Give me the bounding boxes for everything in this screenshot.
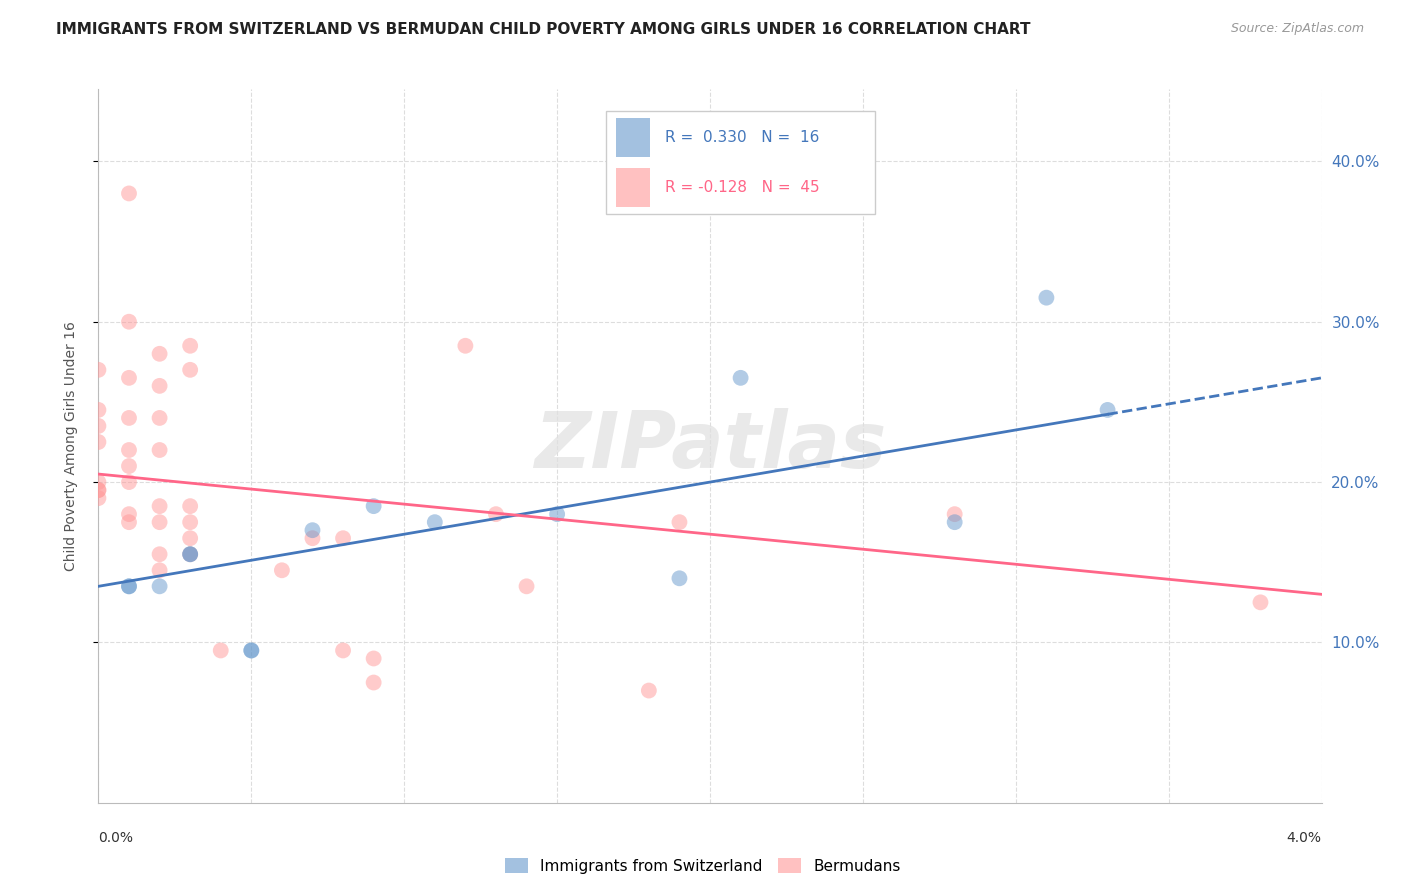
Text: R = -0.128   N =  45: R = -0.128 N = 45 (665, 180, 820, 194)
Point (240, 643, 263, 657)
Point (240, 643, 263, 657)
Point (118, 475, 141, 489)
Point (149, 411, 172, 425)
Text: R =  0.330   N =  16: R = 0.330 N = 16 (665, 130, 820, 145)
Point (516, 579, 538, 593)
Point (454, 339, 477, 353)
Point (149, 499, 172, 513)
Text: 0.0%: 0.0% (98, 831, 134, 846)
Point (179, 547, 201, 561)
Point (149, 515, 172, 529)
Point (332, 643, 354, 657)
Point (546, 507, 568, 521)
Point (423, 515, 446, 529)
Point (118, 515, 141, 529)
Point (943, 515, 966, 529)
Point (87, 483, 110, 497)
Text: ZIPatlas: ZIPatlas (534, 408, 886, 484)
FancyBboxPatch shape (606, 111, 875, 214)
Point (179, 363, 201, 377)
Point (87, 403, 110, 417)
Point (149, 379, 172, 393)
Point (179, 515, 201, 529)
Point (332, 531, 354, 545)
Point (363, 651, 385, 665)
Legend: Immigrants from Switzerland, Bermudans: Immigrants from Switzerland, Bermudans (499, 852, 907, 880)
FancyBboxPatch shape (616, 118, 650, 157)
Point (118, 579, 141, 593)
Text: IMMIGRANTS FROM SWITZERLAND VS BERMUDAN CHILD POVERTY AMONG GIRLS UNDER 16 CORRE: IMMIGRANTS FROM SWITZERLAND VS BERMUDAN … (56, 22, 1031, 37)
Point (301, 523, 323, 537)
Point (149, 563, 172, 577)
Point (179, 499, 201, 513)
Text: 4.0%: 4.0% (1286, 831, 1322, 846)
Point (943, 507, 966, 521)
Point (637, 683, 661, 698)
Point (87, 435, 110, 450)
Point (118, 371, 141, 385)
Text: Source: ZipAtlas.com: Source: ZipAtlas.com (1230, 22, 1364, 36)
FancyBboxPatch shape (616, 168, 650, 207)
Point (363, 675, 385, 690)
Point (1035, 291, 1057, 305)
Point (118, 411, 141, 425)
Point (118, 507, 141, 521)
Point (668, 515, 690, 529)
Point (87, 419, 110, 434)
Point (485, 507, 508, 521)
Point (118, 315, 141, 329)
Point (149, 347, 172, 361)
Point (87, 475, 110, 489)
Point (118, 442, 141, 457)
Point (149, 579, 172, 593)
Point (668, 571, 690, 585)
Point (363, 499, 385, 513)
Point (87, 483, 110, 497)
Point (87, 363, 110, 377)
Point (118, 579, 141, 593)
Point (179, 531, 201, 545)
Point (301, 531, 323, 545)
Point (1097, 403, 1119, 417)
Point (149, 547, 172, 561)
Point (270, 563, 294, 577)
Point (87, 491, 110, 505)
Y-axis label: Child Poverty Among Girls Under 16: Child Poverty Among Girls Under 16 (63, 321, 77, 571)
Point (149, 442, 172, 457)
Point (118, 458, 141, 473)
Point (730, 371, 752, 385)
Point (118, 186, 141, 201)
Point (1249, 595, 1271, 609)
Point (179, 547, 201, 561)
Point (209, 643, 232, 657)
Point (179, 547, 201, 561)
Point (179, 339, 201, 353)
